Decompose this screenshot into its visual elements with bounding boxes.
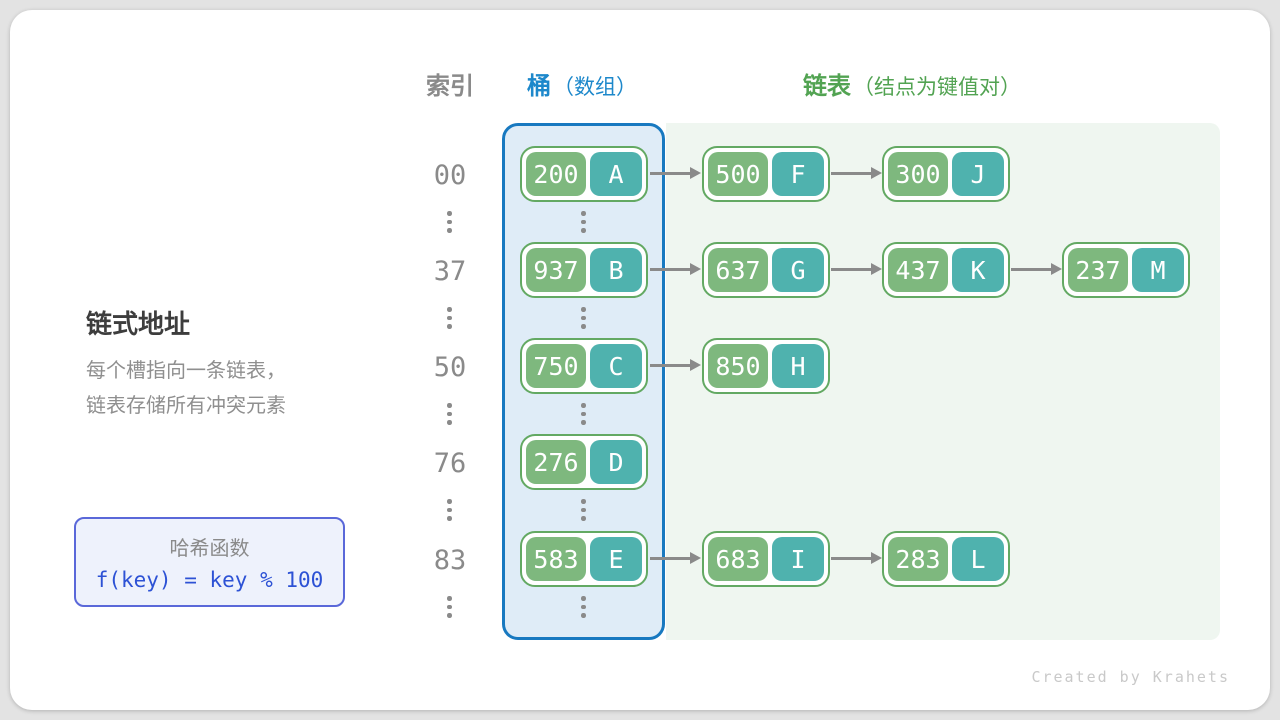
ellipsis-icon	[447, 307, 452, 329]
kv-node-chain: 683 I	[702, 531, 830, 587]
node-value: H	[772, 344, 824, 388]
node-key: 437	[888, 248, 948, 292]
page-title: 链式地址	[86, 309, 191, 339]
description-line-2: 链表存储所有冲突元素	[86, 395, 286, 417]
node-key: 300	[888, 152, 948, 196]
header-bucket-rest: （数组）	[553, 76, 637, 99]
arrow-icon	[650, 263, 701, 275]
node-key: 683	[708, 537, 768, 581]
kv-node-bucket: 276 D	[520, 434, 648, 490]
ellipsis-icon	[447, 499, 452, 521]
ellipsis-icon	[447, 211, 452, 233]
node-key: 200	[526, 152, 586, 196]
kv-node-bucket: 937 B	[520, 242, 648, 298]
node-key: 850	[708, 344, 768, 388]
header-chain-rest: （结点为键值对）	[853, 76, 1021, 99]
index-label: 83	[433, 545, 467, 576]
node-key: 276	[526, 440, 586, 484]
arrow-icon	[1011, 263, 1062, 275]
node-value: K	[952, 248, 1004, 292]
ellipsis-icon	[581, 596, 586, 618]
index-label: 50	[433, 352, 467, 383]
kv-node-chain: 437 K	[882, 242, 1010, 298]
node-value: E	[590, 537, 642, 581]
hash-function-formula: f(key) = key % 100	[95, 568, 324, 592]
ellipsis-icon	[447, 403, 452, 425]
node-key: 637	[708, 248, 768, 292]
node-key: 500	[708, 152, 768, 196]
ellipsis-icon	[581, 307, 586, 329]
node-value: I	[772, 537, 824, 581]
header-index: 索引	[426, 73, 474, 100]
index-label: 76	[433, 448, 467, 479]
node-value: A	[590, 152, 642, 196]
kv-node-chain: 283 L	[882, 531, 1010, 587]
kv-node-bucket: 750 C	[520, 338, 648, 394]
hash-function-title: 哈希函数	[169, 538, 250, 560]
node-key: 750	[526, 344, 586, 388]
arrow-icon	[831, 263, 882, 275]
ellipsis-icon	[581, 211, 586, 233]
node-key: 283	[888, 537, 948, 581]
node-value: C	[590, 344, 642, 388]
diagram-card: 索引 桶 （数组） 链表 （结点为键值对） 链式地址 每个槽指向一条链表， 链表…	[10, 10, 1270, 710]
hash-function-box: 哈希函数 f(key) = key % 100	[74, 517, 345, 607]
node-value: J	[952, 152, 1004, 196]
arrow-icon	[650, 167, 701, 179]
node-key: 937	[526, 248, 586, 292]
node-value: B	[590, 248, 642, 292]
credit-text: Created by Krahets	[1031, 668, 1230, 686]
node-value: D	[590, 440, 642, 484]
ellipsis-icon	[581, 499, 586, 521]
node-value: F	[772, 152, 824, 196]
kv-node-chain: 500 F	[702, 146, 830, 202]
node-value: G	[772, 248, 824, 292]
ellipsis-icon	[447, 596, 452, 618]
description-text: 每个槽指向一条链表， 链表存储所有冲突元素	[86, 354, 286, 424]
node-key: 583	[526, 537, 586, 581]
kv-node-chain: 637 G	[702, 242, 830, 298]
index-label: 00	[433, 160, 467, 191]
header-chain: 链表 （结点为键值对）	[803, 66, 1021, 101]
arrow-icon	[831, 552, 882, 564]
header-bucket: 桶 （数组）	[527, 66, 637, 101]
kv-node-bucket: 200 A	[520, 146, 648, 202]
kv-node-chain: 237 M	[1062, 242, 1190, 298]
kv-node-chain: 300 J	[882, 146, 1010, 202]
kv-node-chain: 850 H	[702, 338, 830, 394]
header-chain-bold: 链表	[803, 73, 851, 100]
arrow-icon	[831, 167, 882, 179]
arrow-icon	[650, 552, 701, 564]
ellipsis-icon	[581, 403, 586, 425]
description-line-1: 每个槽指向一条链表，	[86, 360, 286, 382]
node-value: M	[1132, 248, 1184, 292]
header-bucket-bold: 桶	[527, 73, 551, 100]
kv-node-bucket: 583 E	[520, 531, 648, 587]
node-key: 237	[1068, 248, 1128, 292]
arrow-icon	[650, 359, 701, 371]
node-value: L	[952, 537, 1004, 581]
index-label: 37	[433, 256, 467, 287]
